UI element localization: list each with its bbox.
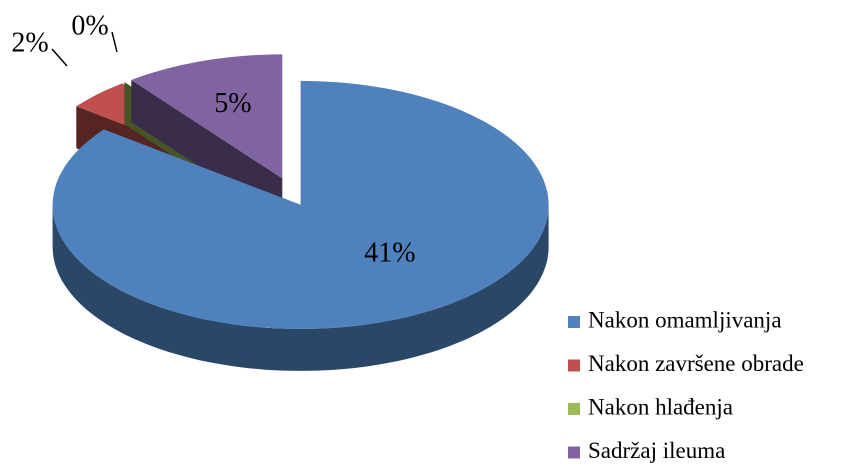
data-label: 5%	[214, 88, 251, 119]
legend-swatch	[568, 316, 580, 328]
legend: Nakon omamljivanja Nakon završene obrade N…	[568, 307, 804, 463]
legend-swatch	[568, 446, 580, 459]
legend-label: Nakon hlađenja	[588, 394, 733, 419]
legend-label: Nakon omamljivanja	[588, 307, 782, 332]
legend-swatch	[568, 403, 580, 415]
leader-line	[51, 48, 68, 67]
slice	[52, 80, 549, 329]
leader-line	[111, 31, 118, 53]
data-label: 41%	[364, 237, 415, 268]
legend-label: Sadržaj ileuma	[588, 438, 725, 463]
data-label: 0%	[71, 10, 108, 41]
slice-wall	[52, 204, 549, 371]
slice	[131, 54, 283, 179]
pie: 5% 41% 2% 0%	[11, 10, 549, 371]
data-label: 2%	[11, 27, 48, 58]
legend-label: Nakon završene obrade	[588, 351, 804, 376]
legend-swatch	[568, 359, 580, 372]
